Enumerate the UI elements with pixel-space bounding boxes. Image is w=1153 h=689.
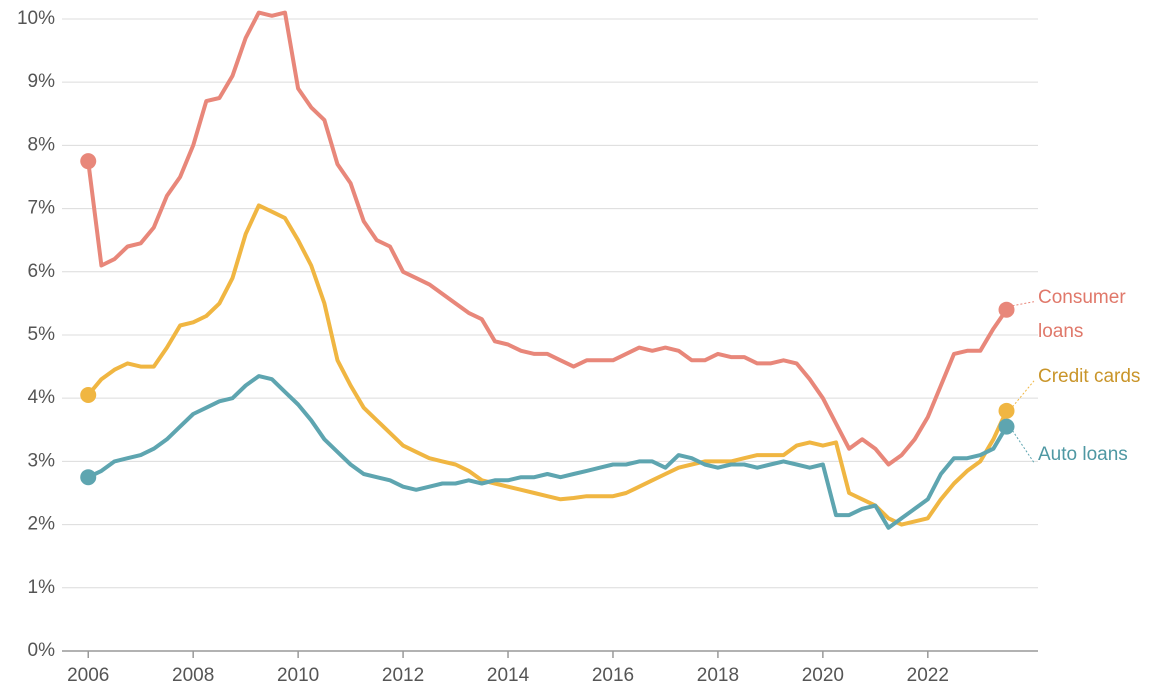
series-label: Consumer loans (1038, 286, 1126, 342)
series-line (87, 374, 1009, 530)
end-dot (998, 418, 1015, 435)
x-tick-label: 2014 (487, 665, 530, 686)
y-tick-label: 8% (28, 134, 56, 155)
end-dot (998, 402, 1015, 419)
y-tick-label: 5% (28, 324, 56, 345)
end-dot (80, 387, 97, 404)
x-tick-label: 2022 (907, 665, 949, 686)
leader-line (1012, 430, 1035, 463)
series-line (86, 203, 1009, 527)
series-label: Auto loans (1038, 443, 1128, 465)
series-line (86, 10, 1009, 467)
y-tick-label: 10% (17, 8, 55, 29)
y-tick-label: 3% (28, 450, 56, 471)
series-label: Credit cards (1038, 365, 1141, 387)
x-tick-label: 2018 (697, 665, 739, 686)
x-tick-label: 2010 (277, 665, 319, 686)
y-tick-label: 2% (28, 514, 56, 535)
leader-line (1012, 301, 1035, 307)
y-tick-label: 6% (28, 261, 56, 282)
end-dot (80, 153, 97, 170)
x-tick-label: 2008 (172, 665, 214, 686)
end-dot (80, 469, 97, 486)
leader-line (1012, 380, 1035, 408)
y-tick-label: 1% (28, 577, 56, 598)
x-tick-label: 2012 (382, 665, 424, 686)
x-tick-label: 2016 (592, 665, 634, 686)
y-tick-label: 7% (28, 198, 56, 219)
end-dot (998, 301, 1015, 318)
x-tick-label: 2006 (67, 665, 109, 686)
y-tick-label: 0% (28, 640, 56, 661)
y-tick-label: 9% (28, 71, 56, 92)
y-tick-label: 4% (28, 387, 56, 408)
x-tick-label: 2020 (802, 665, 844, 686)
